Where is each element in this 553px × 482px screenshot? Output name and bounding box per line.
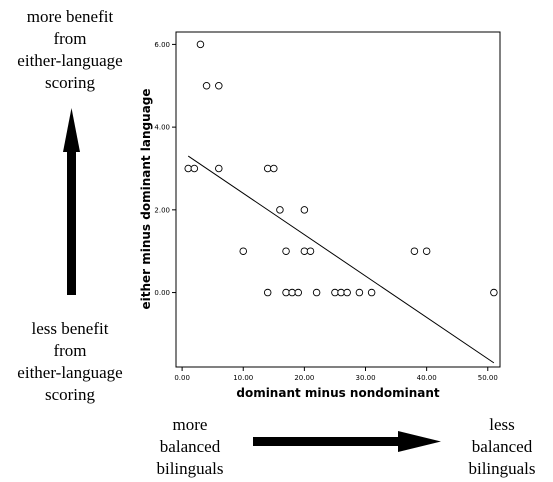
up-arrow-icon xyxy=(63,108,80,295)
x-tick-label: 0.00 xyxy=(174,374,190,382)
x-axis: 0.00 10.00 20.00 30.00 40.00 50.00 xyxy=(174,367,498,382)
data-point xyxy=(355,288,364,297)
annotation-less-benefit: less benefit from either-language scorin… xyxy=(0,318,140,406)
data-point xyxy=(282,288,290,297)
x-tick-label: 20.00 xyxy=(294,374,314,382)
data-point xyxy=(202,82,211,90)
data-point xyxy=(215,82,223,90)
data-point xyxy=(184,164,192,173)
x-tick-label: 50.00 xyxy=(478,374,498,382)
data-point xyxy=(410,247,419,255)
fit-line xyxy=(187,155,495,364)
y-axis: 0.00 2.00 4.00 6.00 xyxy=(154,41,176,297)
annotation-more-balanced: more balanced bilinguals xyxy=(130,414,250,480)
data-points xyxy=(184,40,498,297)
data-point xyxy=(306,247,315,255)
data-point xyxy=(422,247,431,255)
data-point xyxy=(288,288,296,297)
data-point xyxy=(276,206,284,214)
data-point xyxy=(300,206,309,214)
annotation-less-balanced: less balanced bilinguals xyxy=(452,414,552,480)
annotation-more-benefit: more benefit from either-language scorin… xyxy=(0,6,140,94)
annotation-line: less xyxy=(489,415,515,434)
annotation-line: more xyxy=(172,415,208,434)
annotation-line: bilinguals xyxy=(468,459,536,478)
annotation-line: more benefit xyxy=(26,7,114,26)
annotation-line: bilinguals xyxy=(156,459,224,478)
data-point xyxy=(343,288,351,297)
annotation-line: balanced xyxy=(471,437,533,456)
annotation-line: less benefit xyxy=(31,319,109,338)
data-point xyxy=(270,164,278,173)
x-tick-label: 40.00 xyxy=(417,374,437,382)
annotation-line: from xyxy=(53,29,87,48)
x-axis-label: dominant minus nondominant xyxy=(236,386,440,400)
data-point xyxy=(312,288,321,297)
x-tick-label: 30.00 xyxy=(355,374,375,382)
y-tick-label: 2.00 xyxy=(154,206,170,214)
data-point xyxy=(490,288,498,297)
data-point xyxy=(196,40,205,49)
annotation-line: either-language xyxy=(17,363,123,382)
y-tick-label: 0.00 xyxy=(154,289,170,297)
annotation-line: balanced xyxy=(159,437,221,456)
data-point xyxy=(294,288,303,297)
annotation-line: either-language xyxy=(17,51,123,70)
y-tick-label: 6.00 xyxy=(154,41,170,49)
data-point xyxy=(331,288,339,297)
right-arrow-icon xyxy=(253,431,441,452)
plot-area xyxy=(175,31,501,368)
y-axis-label: either minus dominant language xyxy=(139,88,153,309)
data-point xyxy=(367,288,376,297)
y-tick-label: 4.00 xyxy=(154,124,170,132)
data-point xyxy=(300,247,309,255)
data-point xyxy=(239,247,247,255)
annotation-line: scoring xyxy=(44,385,96,404)
annotation-line: scoring xyxy=(44,73,96,92)
data-point xyxy=(190,164,199,173)
annotation-line: from xyxy=(53,341,87,360)
data-point xyxy=(263,288,272,297)
data-point xyxy=(215,164,223,173)
x-tick-label: 10.00 xyxy=(233,374,253,382)
data-point xyxy=(263,164,272,173)
data-point xyxy=(282,247,290,255)
data-point xyxy=(337,288,345,297)
